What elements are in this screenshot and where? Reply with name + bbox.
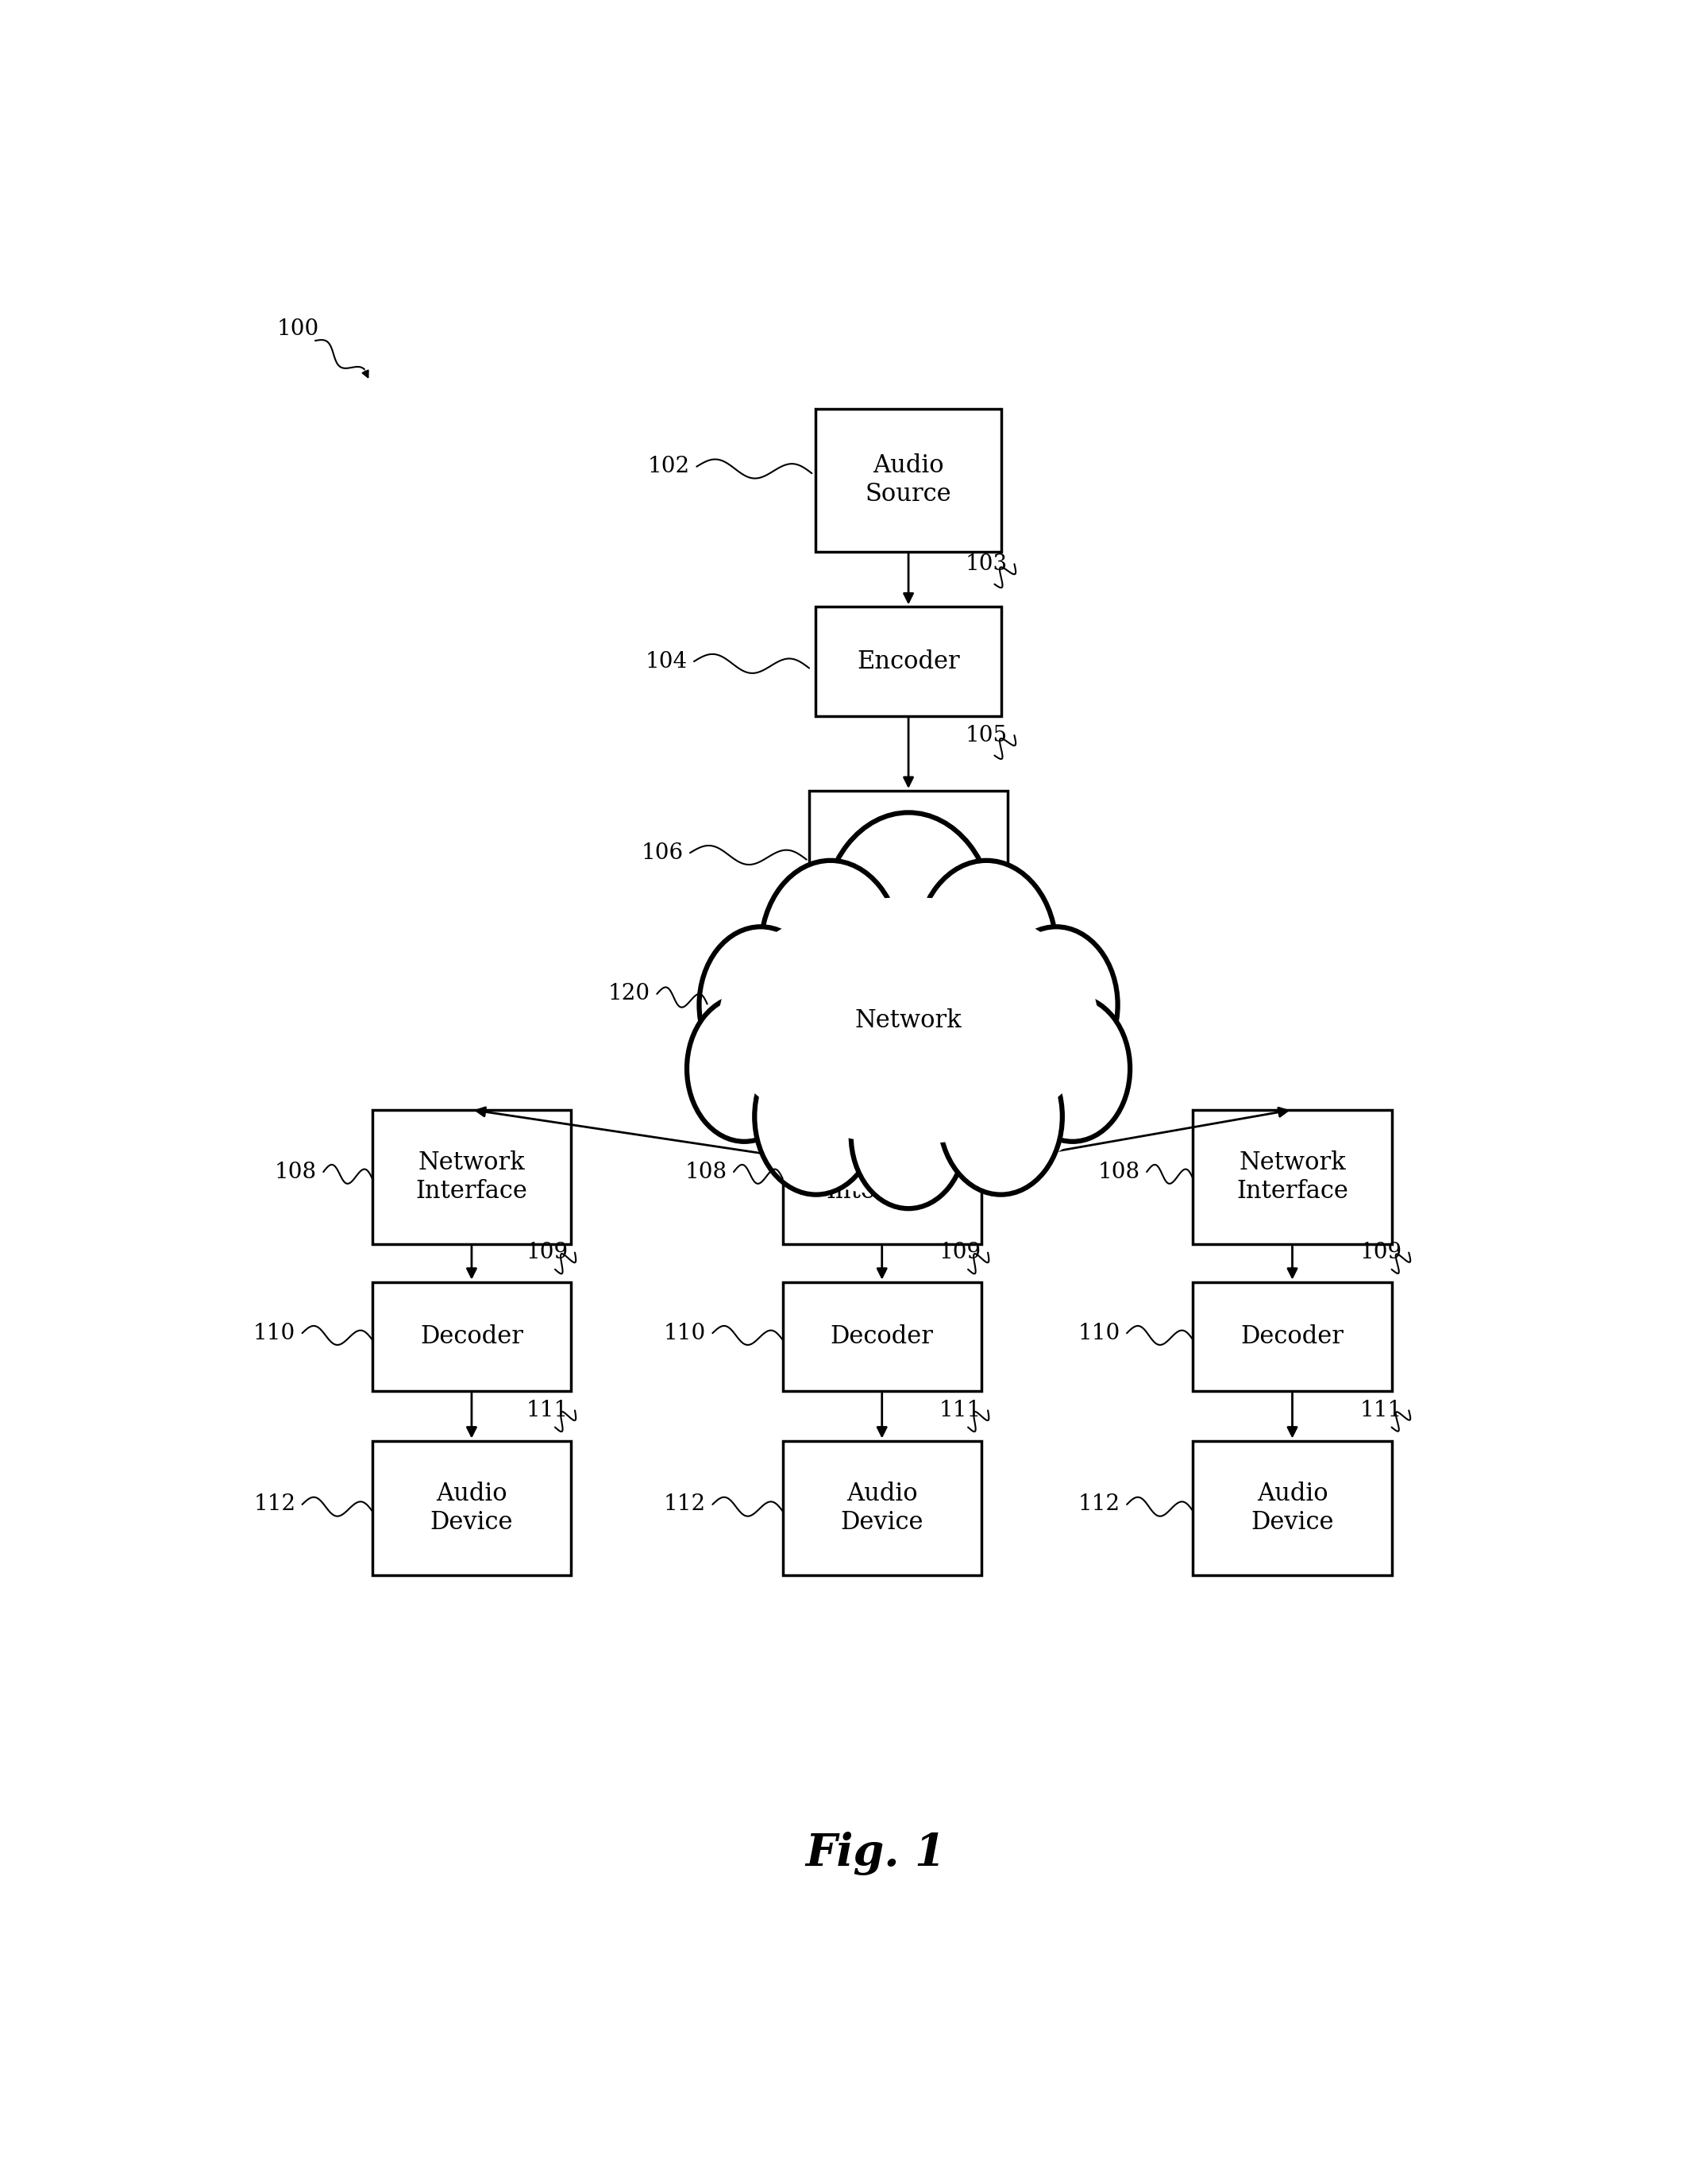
Text: 111: 111 xyxy=(939,1400,980,1422)
Circle shape xyxy=(851,1062,967,1208)
Text: Network
Interface: Network Interface xyxy=(415,1149,528,1204)
FancyBboxPatch shape xyxy=(782,1442,980,1575)
Circle shape xyxy=(687,997,801,1141)
Circle shape xyxy=(760,861,900,1038)
Circle shape xyxy=(939,1038,1062,1195)
Text: Fig. 1: Fig. 1 xyxy=(804,1832,946,1876)
Text: Audio
Device: Audio Device xyxy=(430,1481,512,1533)
Text: Audio
Source: Audio Source xyxy=(866,454,951,506)
FancyBboxPatch shape xyxy=(810,792,1008,925)
Text: 106: 106 xyxy=(640,842,683,864)
Text: 120: 120 xyxy=(608,984,651,1005)
Text: 110: 110 xyxy=(1078,1322,1120,1343)
Text: 108: 108 xyxy=(685,1160,728,1182)
Text: 112: 112 xyxy=(664,1494,705,1516)
Circle shape xyxy=(917,861,1056,1038)
Text: 109: 109 xyxy=(1360,1241,1402,1263)
Text: 103: 103 xyxy=(965,554,1008,576)
Text: 111: 111 xyxy=(526,1400,569,1422)
Text: Decoder: Decoder xyxy=(420,1324,523,1348)
FancyBboxPatch shape xyxy=(816,606,1001,715)
FancyBboxPatch shape xyxy=(816,408,1001,552)
Circle shape xyxy=(822,814,994,1032)
Text: Network
Interface: Network Interface xyxy=(827,1149,938,1204)
Circle shape xyxy=(755,1038,878,1195)
Circle shape xyxy=(994,927,1117,1084)
FancyBboxPatch shape xyxy=(372,1110,570,1243)
FancyBboxPatch shape xyxy=(372,1282,570,1391)
Text: 105: 105 xyxy=(965,724,1008,746)
Text: 109: 109 xyxy=(526,1241,569,1263)
Text: Encoder: Encoder xyxy=(857,650,960,674)
Text: Network
Interface: Network Interface xyxy=(1237,1149,1348,1204)
Text: Audio
Device: Audio Device xyxy=(840,1481,924,1533)
Text: 102: 102 xyxy=(647,456,690,478)
FancyBboxPatch shape xyxy=(1192,1442,1392,1575)
Circle shape xyxy=(1015,997,1131,1141)
Text: 109: 109 xyxy=(939,1241,980,1263)
Text: 111: 111 xyxy=(1360,1400,1402,1422)
Circle shape xyxy=(699,927,822,1084)
Text: Network
Interface: Network Interface xyxy=(852,831,965,885)
Text: 104: 104 xyxy=(646,650,687,672)
Text: 110: 110 xyxy=(664,1322,705,1343)
Text: Audio
Device: Audio Device xyxy=(1250,1481,1334,1533)
Text: Decoder: Decoder xyxy=(830,1324,934,1348)
Ellipse shape xyxy=(719,896,1098,1145)
Text: Network: Network xyxy=(856,1008,962,1034)
FancyBboxPatch shape xyxy=(782,1110,980,1243)
FancyBboxPatch shape xyxy=(1192,1282,1392,1391)
FancyBboxPatch shape xyxy=(372,1442,570,1575)
FancyBboxPatch shape xyxy=(1192,1110,1392,1243)
FancyBboxPatch shape xyxy=(782,1282,980,1391)
Text: 112: 112 xyxy=(1078,1494,1120,1516)
Text: 100: 100 xyxy=(277,318,319,340)
Text: 112: 112 xyxy=(253,1494,295,1516)
Text: 108: 108 xyxy=(275,1160,316,1182)
Text: Decoder: Decoder xyxy=(1240,1324,1344,1348)
Ellipse shape xyxy=(683,846,1134,1197)
Text: 108: 108 xyxy=(1098,1160,1141,1182)
Text: 110: 110 xyxy=(253,1322,295,1343)
